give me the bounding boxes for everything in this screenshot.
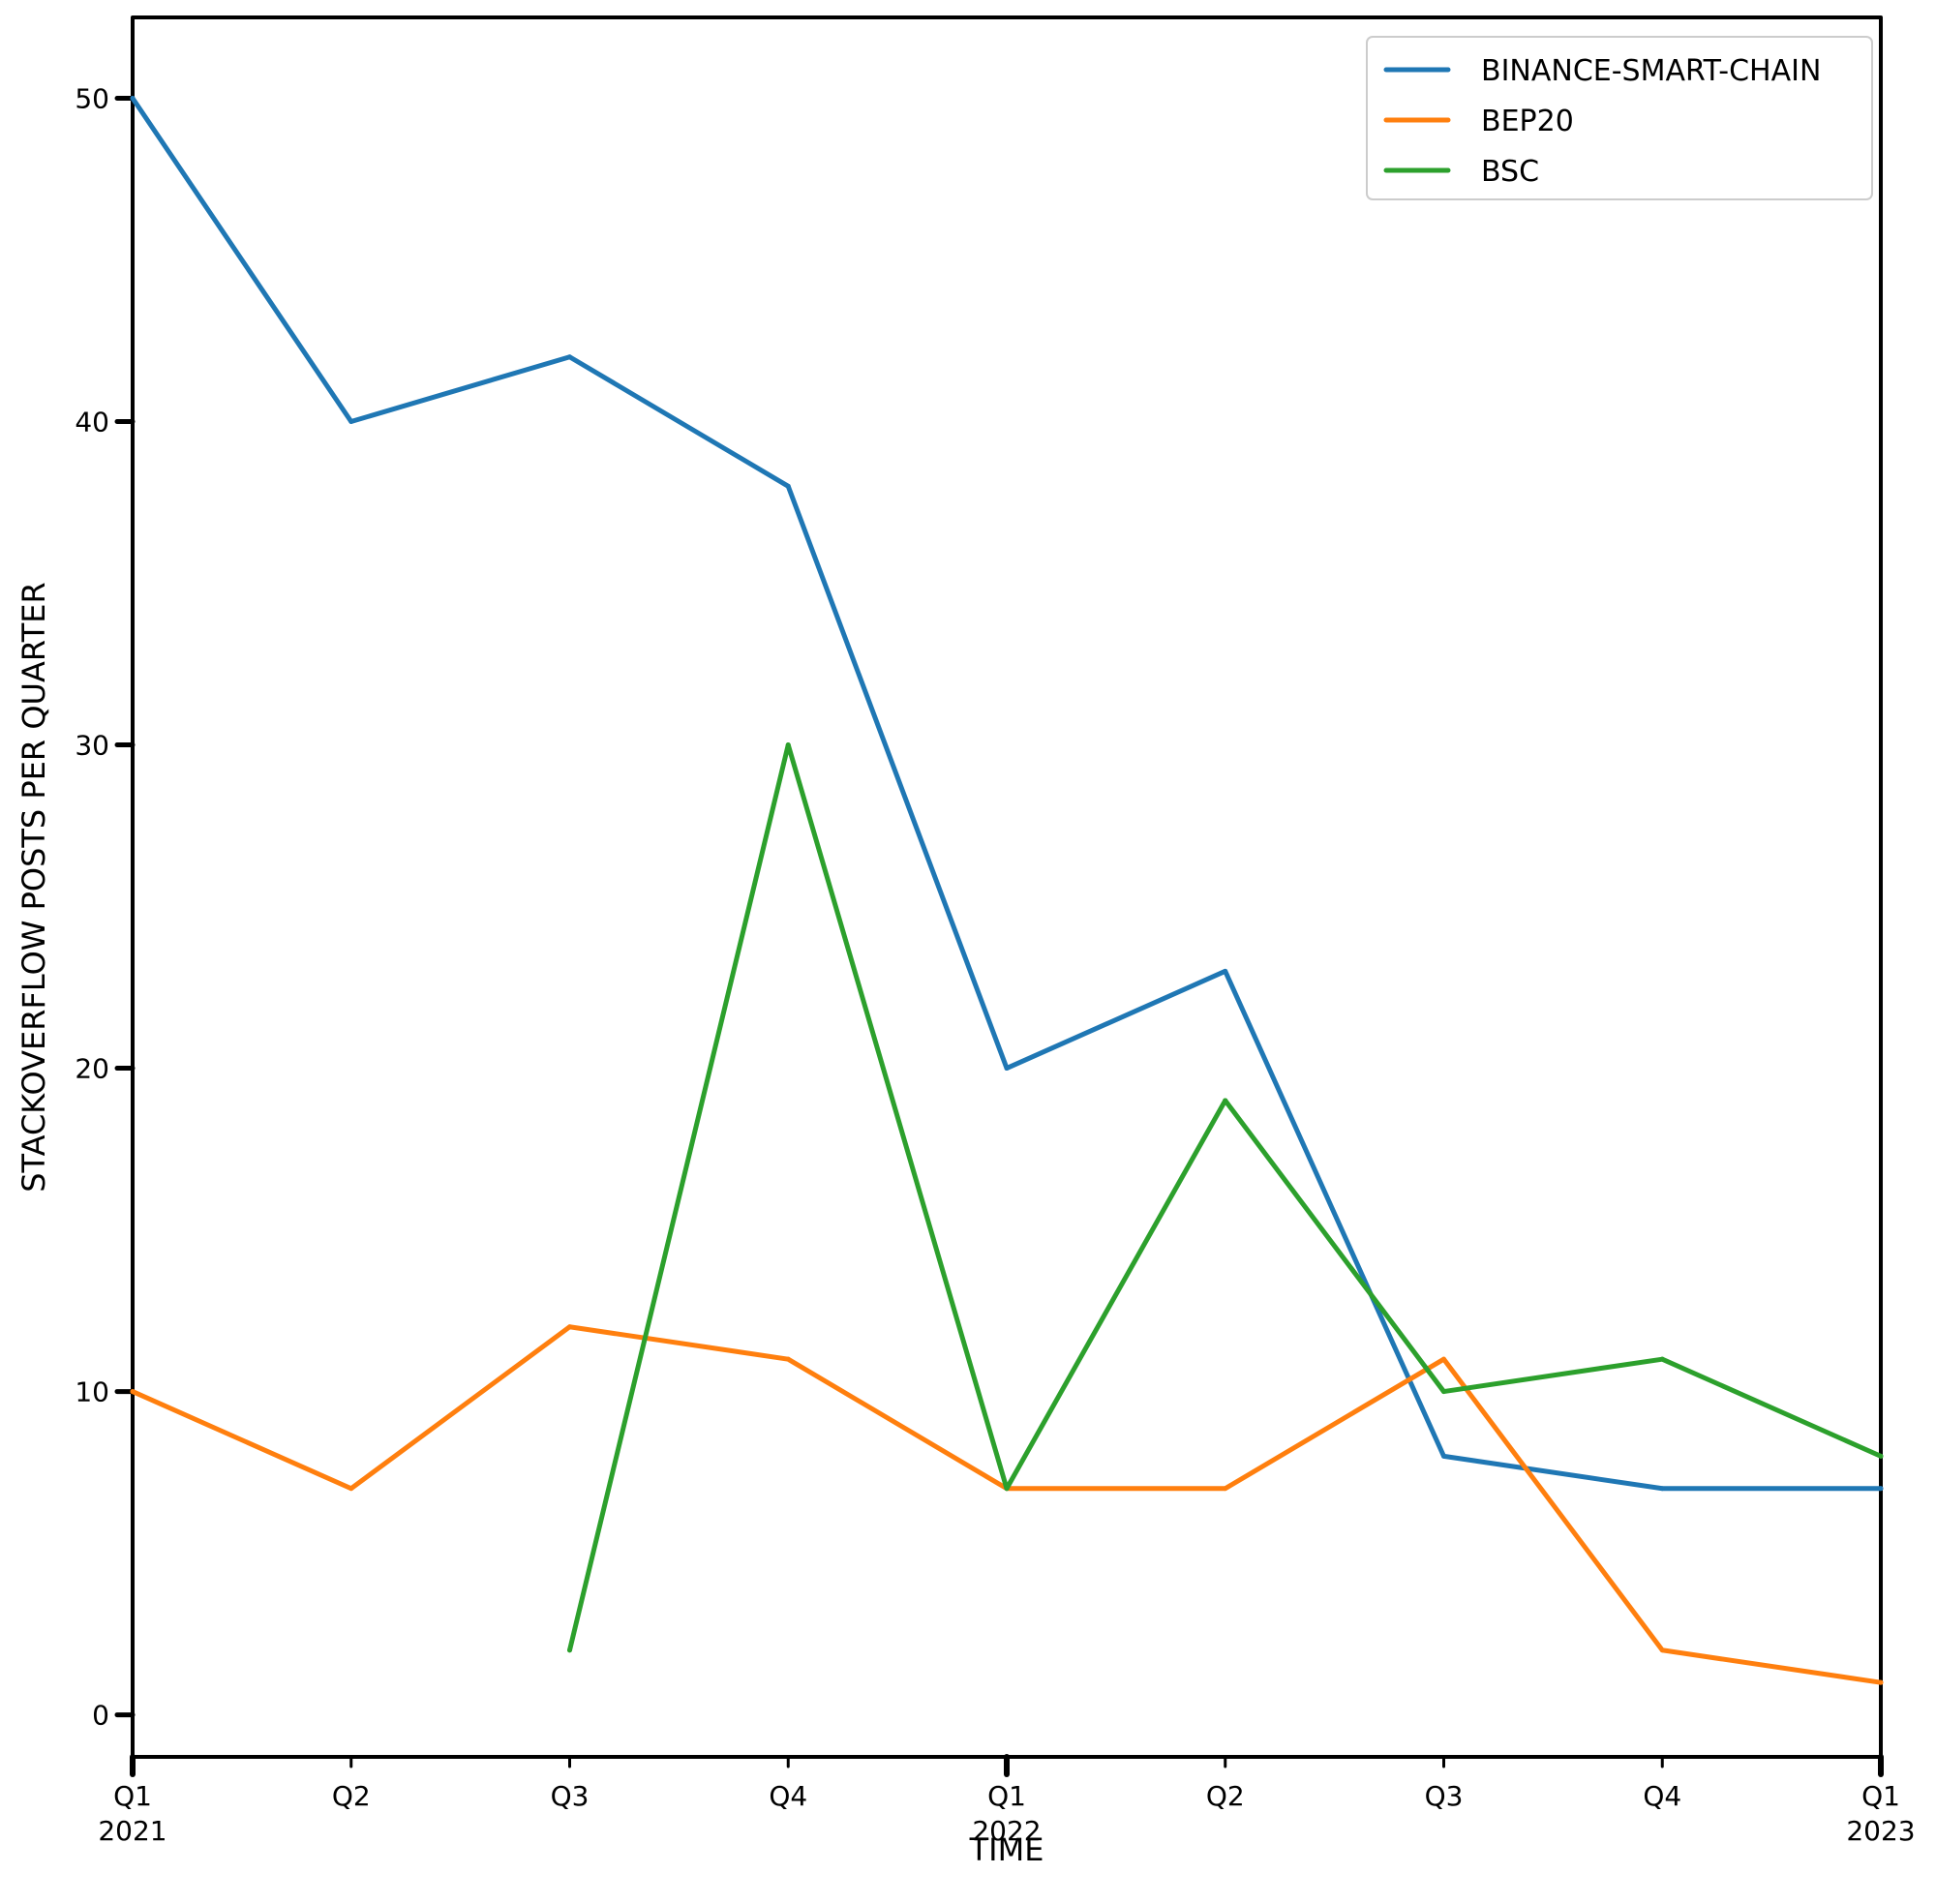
x-tick-quarter-label: Q2 xyxy=(332,1780,371,1812)
data-point-bep20 xyxy=(1659,1647,1665,1653)
data-point-binance-smart-chain xyxy=(1878,1486,1884,1492)
data-point-bsc xyxy=(1004,1486,1010,1492)
legend-label: BEP20 xyxy=(1481,105,1574,138)
data-point-binance-smart-chain xyxy=(1004,1066,1010,1072)
x-tick-quarter-label: Q3 xyxy=(1425,1780,1464,1812)
y-tick-label: 50 xyxy=(75,83,109,115)
data-point-bep20 xyxy=(567,1324,572,1330)
x-axis-title: TIME xyxy=(969,1831,1044,1868)
series-line-bep20 xyxy=(130,1324,1884,1685)
data-point-bsc xyxy=(1659,1356,1665,1362)
data-point-bsc xyxy=(1441,1389,1446,1395)
x-tick-quarter-label: Q2 xyxy=(1206,1780,1245,1812)
plot-frame xyxy=(131,15,1883,1759)
data-point-binance-smart-chain xyxy=(1223,968,1228,974)
data-point-bep20 xyxy=(1878,1679,1884,1685)
data-point-bep20 xyxy=(348,1486,354,1492)
data-point-binance-smart-chain xyxy=(785,483,791,489)
x-tick-quarter-label: Q3 xyxy=(551,1780,590,1812)
y-tick-label: 30 xyxy=(75,730,109,762)
y-tick-label: 20 xyxy=(75,1053,109,1085)
legend-label: BSC xyxy=(1481,155,1539,189)
x-tick-quarter-label: Q1 xyxy=(113,1780,152,1812)
data-point-bep20 xyxy=(785,1356,791,1362)
data-point-binance-smart-chain xyxy=(1441,1453,1446,1459)
x-tick-year-label: 2022 xyxy=(972,1815,1041,1847)
y-tick-label: 40 xyxy=(75,407,109,438)
y-tick-label: 10 xyxy=(75,1376,109,1408)
legend-box xyxy=(1366,36,1873,200)
y-axis-title: STACKOVERFLOW POSTS PER QUARTER xyxy=(15,582,52,1193)
legend-label: BINANCE-SMART-CHAIN xyxy=(1481,54,1821,88)
series-line-bsc xyxy=(567,742,1884,1653)
data-point-binance-smart-chain xyxy=(348,419,354,425)
data-point-bep20 xyxy=(1223,1486,1228,1492)
y-tick-label: 0 xyxy=(92,1700,109,1732)
series-line-binance-smart-chain xyxy=(130,96,1884,1492)
x-tick-quarter-label: Q4 xyxy=(1643,1780,1681,1812)
data-point-bsc xyxy=(1223,1098,1228,1103)
x-tick-quarter-label: Q4 xyxy=(769,1780,807,1812)
x-tick-year-label: 2023 xyxy=(1846,1815,1915,1847)
x-tick-quarter-label: Q1 xyxy=(1861,1780,1900,1812)
data-point-bsc xyxy=(567,1647,572,1653)
x-tick-year-label: 2021 xyxy=(98,1815,166,1847)
data-point-binance-smart-chain xyxy=(567,354,572,360)
data-point-bsc xyxy=(785,742,791,748)
data-point-bep20 xyxy=(130,1389,136,1395)
data-point-bsc xyxy=(1878,1453,1884,1459)
data-point-binance-smart-chain xyxy=(130,96,136,102)
data-point-binance-smart-chain xyxy=(1659,1486,1665,1492)
x-tick-quarter-label: Q1 xyxy=(987,1780,1026,1812)
data-point-bep20 xyxy=(1441,1356,1446,1362)
